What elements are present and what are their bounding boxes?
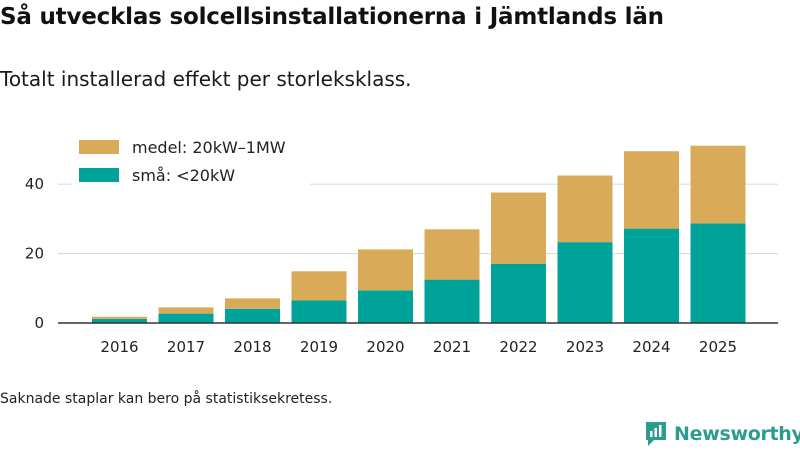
bar-segment-medium <box>424 229 480 280</box>
bar-segment-small <box>92 318 147 323</box>
y-tick-label: 0 <box>34 314 44 332</box>
x-tick-label: 2016 <box>100 338 138 356</box>
x-tick-label: 2025 <box>699 338 737 356</box>
legend-swatch-small <box>79 168 119 182</box>
y-tick-label: 20 <box>25 245 44 263</box>
bar-segment-small <box>690 223 746 323</box>
x-tick-label: 2018 <box>233 338 271 356</box>
bar-segment-medium <box>358 249 413 291</box>
newsworthy-logo-icon <box>646 422 666 446</box>
bar-segment-medium <box>291 271 347 301</box>
bar-segment-small <box>291 300 347 323</box>
bar-segment-medium <box>92 316 147 319</box>
bar-segment-medium <box>158 307 214 314</box>
bar-segment-medium <box>557 175 613 243</box>
y-tick-label: 40 <box>25 175 44 193</box>
bar-segment-medium <box>624 151 679 229</box>
bar-segment-small <box>491 264 546 323</box>
legend-swatch-medium <box>79 140 119 154</box>
bar-segment-medium <box>690 145 746 224</box>
bar-segment-small <box>358 290 413 323</box>
bar-segment-small <box>557 242 613 323</box>
x-tick-label: 2020 <box>366 338 404 356</box>
brand-name: Newsworthy <box>674 423 800 445</box>
bar-segment-small <box>624 228 679 323</box>
x-tick-label: 2017 <box>167 338 205 356</box>
x-tick-label: 2024 <box>632 338 670 356</box>
bar-segment-small <box>424 279 480 323</box>
bar-segment-small <box>225 308 280 323</box>
footnote: Saknade staplar kan bero på statistiksek… <box>0 391 333 407</box>
chart-subtitle: Totalt installerad effekt per storlekskl… <box>0 67 412 91</box>
legend-label-small: små: <20kW <box>132 166 235 185</box>
stacked-bar-chart: 0 20 40 2016 2017 2018 2019 2020 2021 2022 2023 202… <box>24 138 778 356</box>
x-tick-label: 2019 <box>300 338 338 356</box>
x-tick-label: 2021 <box>433 338 471 356</box>
bar-segment-medium <box>491 192 546 265</box>
brand-logo: Newsworthy <box>644 420 800 448</box>
chart-title: Så utvecklas solcellsinstallationerna i … <box>0 4 664 30</box>
bar-segment-medium <box>225 298 280 309</box>
x-tick-label: 2022 <box>499 338 537 356</box>
legend-label-medium: medel: 20kW–1MW <box>132 138 286 157</box>
bar-segment-small <box>158 313 214 323</box>
x-tick-label: 2023 <box>566 338 604 356</box>
